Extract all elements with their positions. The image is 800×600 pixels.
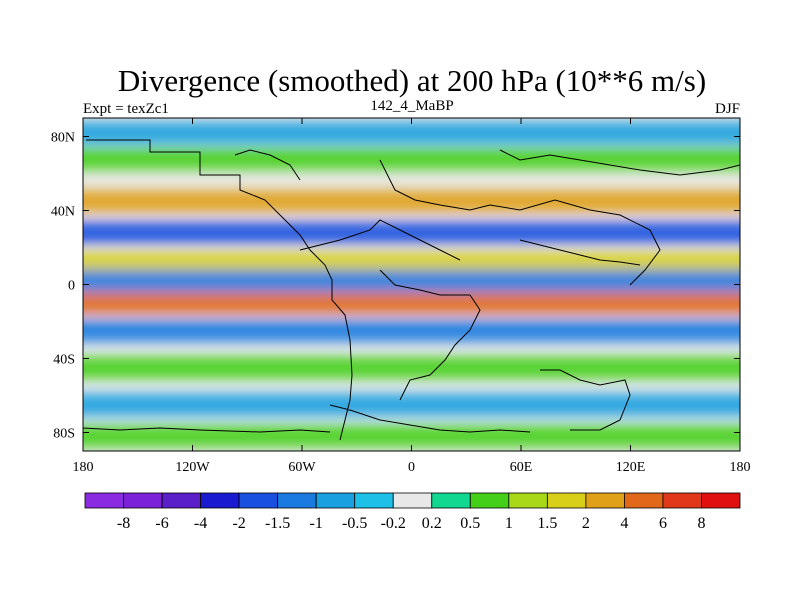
- colorbar-label: -2: [232, 515, 245, 532]
- colorbar-swatch: [277, 492, 317, 509]
- divergence-band: [83, 269, 740, 292]
- colorbar-label: 2: [582, 515, 590, 532]
- colorbar-label: -1.5: [265, 515, 290, 532]
- colorbar-swatch: [161, 492, 201, 509]
- colorbar-swatch: [585, 492, 625, 509]
- colorbar-swatch: [238, 492, 279, 509]
- divergence-bands: [83, 121, 740, 448]
- x-axis: 180 120W 60W 0 60E 120E 180: [73, 118, 751, 475]
- colorbar-label: 0.2: [422, 515, 442, 532]
- colorbar-swatch: [546, 492, 587, 509]
- divergence-band: [83, 190, 740, 213]
- colorbar-swatch: [431, 492, 471, 509]
- divergence-band: [83, 221, 740, 244]
- colorbar-swatch: [315, 492, 356, 509]
- subtitle-left: Expt = texZc1: [83, 101, 169, 117]
- colorbar-swatch: [200, 492, 240, 509]
- x-tick-label: 120W: [175, 460, 210, 475]
- divergence-band: [83, 292, 740, 314]
- colorbar-label: 4: [620, 515, 628, 532]
- colorbar-label: 1.5: [537, 515, 557, 532]
- divergence-band: [83, 425, 740, 448]
- y-tick-label: 40N: [51, 205, 75, 220]
- map-field: [83, 118, 740, 451]
- divergence-band: [83, 393, 740, 416]
- divergence-band: [83, 147, 740, 170]
- colorbar-label: 1: [505, 515, 513, 532]
- colorbar-label: 8: [697, 515, 705, 532]
- divergence-band: [83, 251, 740, 274]
- x-tick-label: 0: [408, 460, 415, 475]
- coastline-outline: [83, 139, 740, 441]
- colorbar-label: -8: [117, 515, 130, 532]
- colorbar: -8 -6 -4 -2 -1.5 -1 -0.5 -0.2 0.2 0.5 1 1.5 2 4 6 8: [84, 492, 741, 532]
- colorbar-swatch: [662, 492, 702, 509]
- y-tick-label: 80N: [51, 131, 75, 146]
- y-tick-label: 0: [68, 279, 75, 294]
- colorbar-swatch: [701, 492, 741, 509]
- colorbar-label: -1: [310, 515, 323, 532]
- colorbar-label: 0.5: [460, 515, 480, 532]
- x-tick-label: 60W: [288, 460, 316, 475]
- x-tick-label: 120E: [616, 460, 646, 475]
- divergence-band: [83, 356, 740, 379]
- colorbar-label: 6: [659, 515, 667, 532]
- colorbar-swatch: [392, 492, 433, 509]
- colorbar-label: -0.5: [342, 515, 367, 532]
- colorbar-label: -0.2: [381, 515, 406, 532]
- y-tick-label: 40S: [53, 353, 75, 368]
- chart-title: Divergence (smoothed) at 200 hPa (10**6 …: [118, 63, 706, 98]
- colorbar-swatch: [123, 492, 163, 509]
- subtitle-center: 142_4_MaBP: [370, 98, 453, 114]
- divergence-band: [83, 121, 740, 144]
- colorbar-swatch: [508, 492, 548, 509]
- divergence-band: [83, 319, 740, 342]
- colorbar-label: -6: [155, 515, 168, 532]
- y-tick-label: 80S: [53, 427, 75, 442]
- y-axis: 80N 40N 0 40S 80S: [51, 131, 740, 442]
- colorbar-swatch: [354, 492, 394, 509]
- colorbar-swatch: [84, 492, 124, 509]
- subtitle-right: DJF: [715, 101, 740, 117]
- x-tick-label: 60E: [510, 460, 533, 475]
- colorbar-label: -4: [194, 515, 207, 532]
- x-tick-label: 180: [730, 460, 751, 475]
- colorbar-swatch: [624, 492, 664, 509]
- x-tick-label: 180: [73, 460, 94, 475]
- colorbar-swatch: [469, 492, 510, 509]
